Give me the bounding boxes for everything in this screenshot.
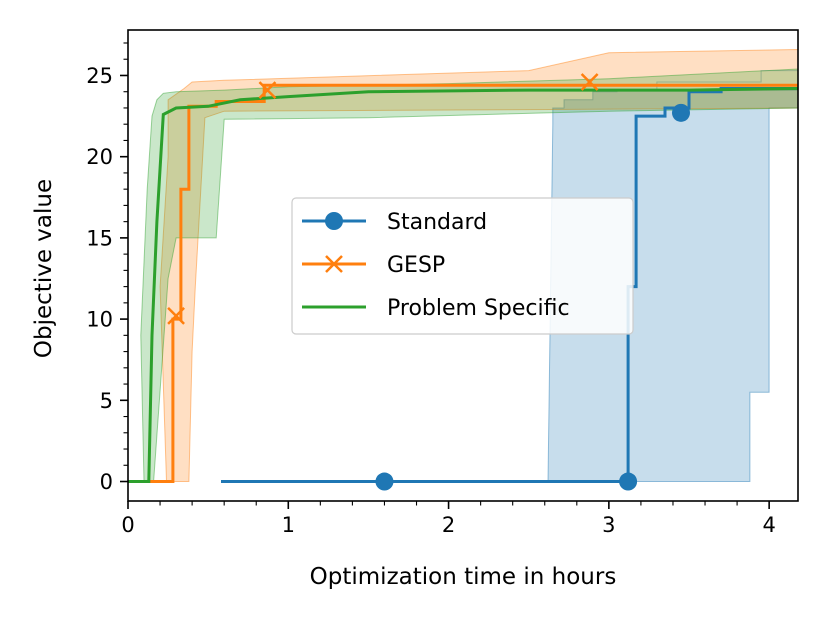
standard-marker — [375, 472, 394, 491]
x-tick-label: 3 — [602, 513, 615, 537]
y-tick-label: 0 — [100, 470, 113, 494]
legend-marker-gesp — [325, 255, 343, 273]
legend: Standard GESP Problem Specific — [291, 197, 634, 335]
x-axis-label: Optimization time in hours — [310, 564, 617, 590]
legend-label-standard: Standard — [387, 210, 487, 235]
gesp-marker — [167, 306, 185, 325]
x-tick-label: 0 — [121, 513, 134, 537]
standard-marker — [671, 103, 690, 122]
x-tick-label: 2 — [442, 513, 455, 537]
problem-specific-line — [128, 87, 798, 483]
confidence-bands — [140, 48, 798, 482]
x-tick-label: 1 — [282, 513, 295, 537]
axis-ticks: 0 1 2 3 4 0 5 10 15 20 25 — [86, 42, 776, 537]
y-tick-label: 25 — [86, 64, 113, 88]
legend-label-gesp: GESP — [387, 253, 445, 278]
legend-label-problem-specific: Problem Specific — [387, 296, 570, 321]
problem-specific-band — [140, 68, 798, 482]
gesp-marker — [258, 81, 277, 99]
standard-marker — [619, 472, 638, 491]
y-axis-label: Objective value — [31, 179, 57, 358]
legend-marker-standard — [325, 212, 343, 230]
gesp-marker — [580, 73, 599, 91]
gesp-band — [159, 48, 798, 482]
legend-box — [291, 197, 634, 335]
y-tick-label: 20 — [86, 145, 113, 169]
y-tick-label: 15 — [86, 226, 113, 250]
y-tick-label: 10 — [86, 308, 113, 332]
series-markers — [167, 73, 690, 491]
plot-frame — [127, 29, 799, 502]
y-tick-label: 5 — [100, 389, 113, 413]
x-tick-label: 4 — [762, 513, 775, 537]
